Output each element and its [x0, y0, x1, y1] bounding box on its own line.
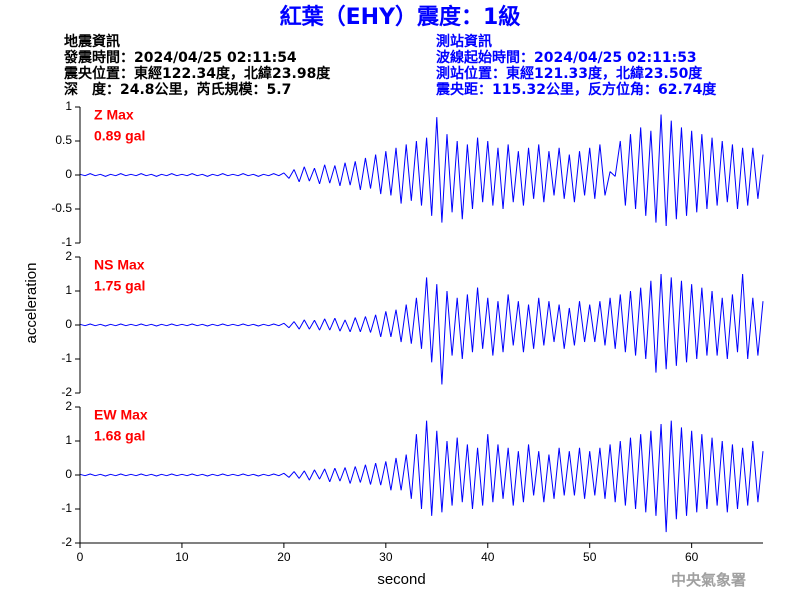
x-tick-label: 20	[277, 550, 291, 564]
event-info: 地震資訊	[64, 33, 120, 50]
y-axis-label: acceleration	[23, 263, 40, 344]
y-tick-label: -0.5	[51, 201, 72, 215]
annotation: NS Max	[94, 257, 145, 273]
x-tick-label: 40	[481, 550, 495, 564]
event-info: 震央位置：東經122.34度，北緯23.98度	[63, 65, 331, 82]
x-tick-label: 60	[685, 550, 699, 564]
y-tick-label: 2	[65, 249, 72, 263]
event-info: 發震時間：2024/04/25 02:11:54	[63, 49, 297, 66]
y-tick-label: -1	[61, 235, 72, 249]
station-info: 測站資訊	[436, 33, 492, 50]
y-tick-label: 0	[65, 317, 72, 331]
annotation: 0.89 gal	[94, 128, 145, 144]
y-tick-label: -1	[61, 501, 72, 515]
x-axis-label: second	[377, 571, 425, 588]
footer: 中央氣象署	[671, 571, 746, 589]
y-tick-label: 1	[65, 99, 72, 113]
annotation: EW Max	[94, 407, 148, 423]
y-tick-label: 0	[65, 167, 72, 181]
y-tick-label: 0	[65, 467, 72, 481]
station-info: 震央距：115.32公里，反方位角：62.74度	[435, 81, 717, 98]
x-tick-label: 10	[175, 550, 189, 564]
x-tick-label: 30	[379, 550, 393, 564]
x-tick-label: 50	[583, 550, 597, 564]
annotation: 1.68 gal	[94, 428, 145, 444]
event-info: 深 度：24.8公里，芮氏規模：5.7	[64, 81, 291, 98]
y-tick-label: 2	[65, 399, 72, 413]
y-tick-label: 1	[65, 433, 72, 447]
waveform	[79, 420, 764, 533]
station-info: 測站位置：東經121.33度，北緯23.50度	[436, 65, 703, 82]
y-tick-label: -1	[61, 351, 72, 365]
title: 紅葉（EHY）震度：1級	[280, 4, 521, 30]
annotation: Z Max	[94, 107, 134, 123]
waveform	[79, 114, 764, 227]
annotation: 1.75 gal	[94, 278, 145, 294]
y-tick-label: -2	[61, 385, 72, 399]
y-tick-label: 1	[65, 283, 72, 297]
y-tick-label: -2	[61, 535, 72, 549]
y-tick-label: 0.5	[55, 133, 72, 147]
station-info: 波線起始時間：2024/04/25 02:11:53	[436, 49, 697, 66]
x-tick-label: 0	[77, 550, 84, 564]
waveform	[79, 273, 764, 385]
